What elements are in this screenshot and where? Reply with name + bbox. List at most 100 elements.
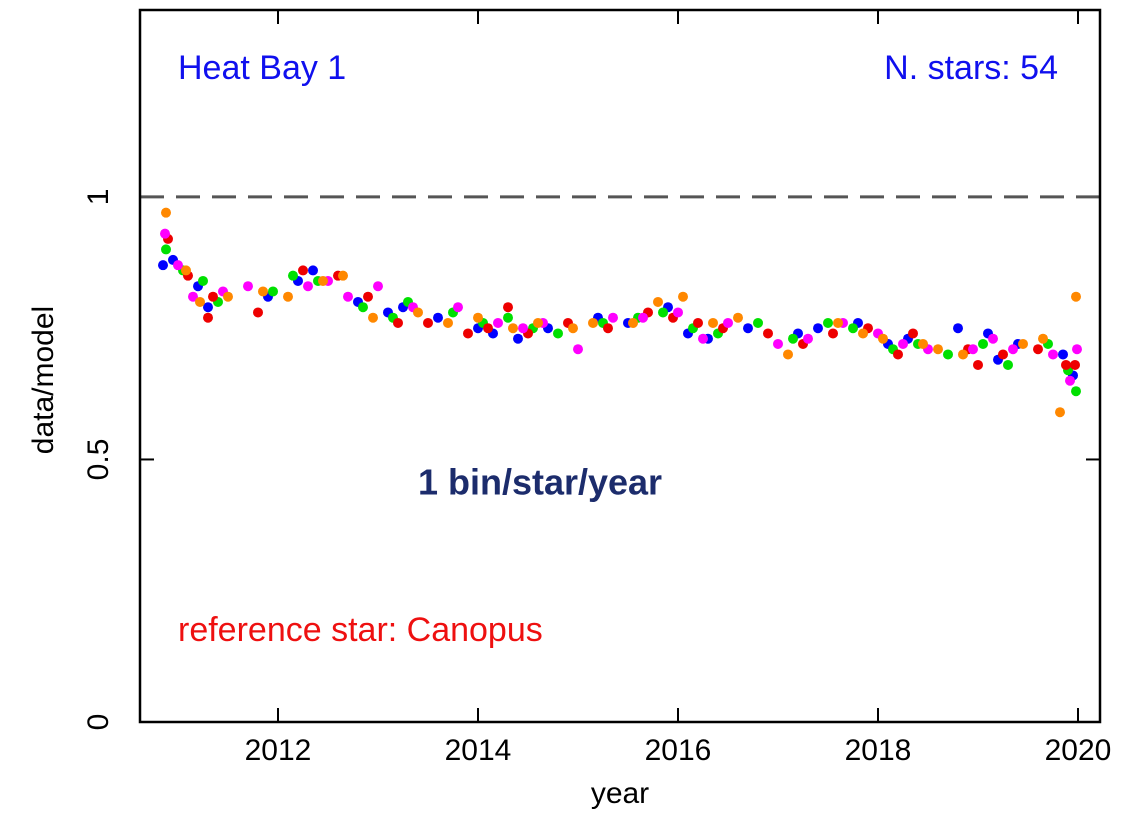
point <box>933 344 943 355</box>
annotation: 1 bin/star/year <box>418 462 662 503</box>
point <box>338 270 348 281</box>
point <box>733 312 743 323</box>
point <box>161 244 171 255</box>
point <box>788 333 798 344</box>
point <box>823 317 833 328</box>
point <box>1061 359 1071 370</box>
point <box>1033 344 1043 355</box>
point <box>243 281 253 292</box>
annotation: N. stars: 54 <box>884 49 1058 87</box>
point <box>158 260 168 271</box>
point <box>783 349 793 360</box>
point <box>893 349 903 360</box>
point <box>513 333 523 344</box>
point <box>308 265 318 276</box>
point <box>453 302 463 313</box>
point <box>773 338 783 349</box>
point <box>573 344 583 355</box>
point <box>363 291 373 302</box>
point <box>181 265 191 276</box>
point <box>953 323 963 334</box>
point <box>568 323 578 334</box>
plot-frame <box>138 8 1102 724</box>
point <box>898 338 908 349</box>
point <box>693 317 703 328</box>
point <box>268 286 278 297</box>
point <box>988 333 998 344</box>
point <box>253 307 263 318</box>
point <box>303 281 313 292</box>
point <box>433 312 443 323</box>
point <box>413 307 423 318</box>
point <box>343 291 353 302</box>
point <box>188 291 198 302</box>
point <box>723 317 733 328</box>
point <box>1003 359 1013 370</box>
point <box>393 317 403 328</box>
point <box>918 338 928 349</box>
point <box>258 286 268 297</box>
point <box>1038 333 1048 344</box>
point <box>473 312 483 323</box>
x-tick-label: 2012 <box>245 734 312 767</box>
point <box>161 207 171 218</box>
point <box>943 349 953 360</box>
point <box>1048 349 1058 360</box>
point <box>483 323 493 334</box>
point <box>283 291 293 302</box>
point <box>160 228 170 239</box>
point <box>908 328 918 339</box>
point <box>973 359 983 370</box>
point <box>978 338 988 349</box>
point <box>678 291 688 302</box>
x-axis-label: year <box>591 777 649 810</box>
point <box>1055 407 1065 418</box>
point <box>878 333 888 344</box>
point <box>423 317 433 328</box>
point <box>848 323 858 334</box>
y-axis-label: data/model <box>27 306 60 454</box>
x-tick-label: 2018 <box>845 734 912 767</box>
point <box>833 317 843 328</box>
y-tick-label: 1 <box>82 189 115 206</box>
point <box>463 328 473 339</box>
point <box>195 296 205 307</box>
annotation: Heat Bay 1 <box>178 49 346 87</box>
annotation: reference star: Canopus <box>178 611 543 649</box>
point <box>658 307 668 318</box>
point <box>443 317 453 328</box>
point <box>288 270 298 281</box>
point <box>518 323 528 334</box>
point <box>553 328 563 339</box>
point <box>318 275 328 286</box>
point <box>203 312 213 323</box>
point <box>358 302 368 313</box>
point <box>588 317 598 328</box>
point <box>673 307 683 318</box>
y-tick-label: 0.5 <box>82 439 115 481</box>
x-tick-label: 2014 <box>445 734 512 767</box>
point <box>533 317 543 328</box>
point <box>803 333 813 344</box>
point <box>708 317 718 328</box>
point <box>508 323 518 334</box>
point <box>958 349 968 360</box>
point <box>608 312 618 323</box>
point <box>1071 291 1081 302</box>
point <box>198 275 208 286</box>
point <box>828 328 838 339</box>
point <box>1070 359 1080 370</box>
point <box>203 302 213 313</box>
point <box>813 323 823 334</box>
point <box>1058 349 1068 360</box>
point <box>628 317 638 328</box>
point <box>763 328 773 339</box>
x-tick-label: 2020 <box>1045 734 1112 767</box>
point <box>653 296 663 307</box>
point <box>1065 375 1075 386</box>
point <box>1018 338 1028 349</box>
y-tick-label: 0 <box>82 714 115 731</box>
point <box>298 265 308 276</box>
point <box>1071 386 1081 397</box>
